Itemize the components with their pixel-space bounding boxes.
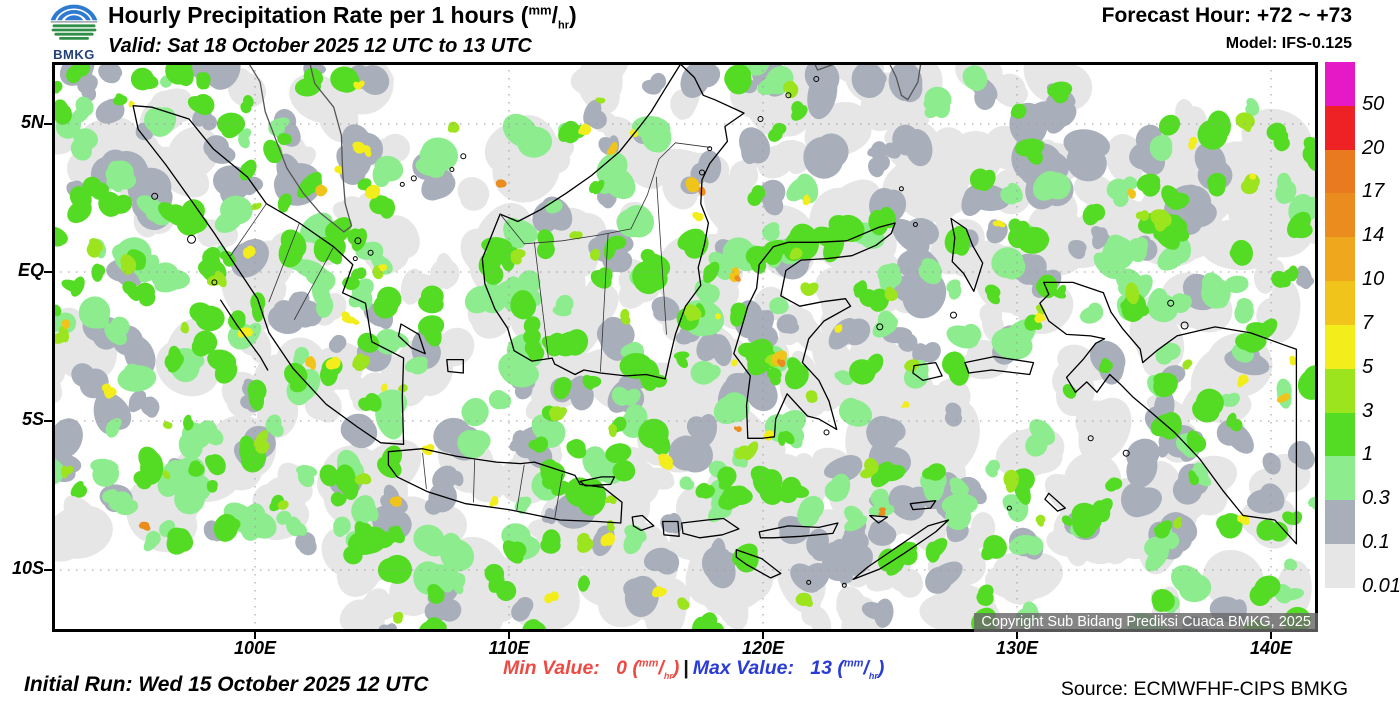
x-axis-tick xyxy=(254,632,256,639)
colorbar-label: 3 xyxy=(1362,399,1374,422)
y-axis-tick xyxy=(44,123,52,125)
colorbar-segment xyxy=(1325,500,1355,545)
minmax-values: Min Value: 0 (mm/hr) | Max Value: 13 (mm/h… xyxy=(503,657,884,681)
x-axis-tick xyxy=(762,632,764,639)
initial-run: Initial Run: Wed 15 October 2025 12 UTC xyxy=(24,673,429,696)
colorbar-label: 50 xyxy=(1362,92,1385,115)
colorbar-segment xyxy=(1325,412,1355,457)
y-axis-tick xyxy=(44,569,52,571)
colorbar-segment xyxy=(1325,544,1355,588)
bmkg-logo-label: BMKG xyxy=(53,47,95,62)
minmax-separator: | xyxy=(683,657,689,679)
y-axis-label: 5S xyxy=(21,409,44,429)
colorbar-label: 0.01 xyxy=(1362,574,1400,597)
x-axis-tick xyxy=(1016,632,1018,639)
model-name: Model: IFS-0.125 xyxy=(1225,35,1352,52)
colorbar-segment xyxy=(1325,193,1355,238)
colorbar-label: 0.3 xyxy=(1362,487,1390,510)
bmkg-logo-icon xyxy=(50,4,98,40)
x-axis-label: 120E xyxy=(741,638,785,658)
precipitation-map xyxy=(52,62,1318,632)
colorbar-label: 10 xyxy=(1362,268,1385,291)
x-axis-label: 110E xyxy=(488,638,530,658)
x-axis-label: 130E xyxy=(995,638,1039,658)
colorbar-segment xyxy=(1325,62,1355,106)
colorbar-label: 17 xyxy=(1362,180,1385,203)
page-title: Hourly Precipitation Rate per 1 hours (m… xyxy=(108,2,577,32)
x-axis-label: 100E xyxy=(233,638,277,658)
colorbar-label: 7 xyxy=(1362,311,1374,334)
colorbar-segment xyxy=(1325,368,1355,413)
colorbar-label: 14 xyxy=(1362,224,1385,247)
colorbar-label: 0.1 xyxy=(1362,531,1390,554)
colorbar-segment xyxy=(1325,237,1355,282)
colorbar-label: 5 xyxy=(1362,355,1374,378)
unit-sub: hr xyxy=(557,19,569,32)
valid-datetime: Valid: Sat 18 October 2025 12 UTC to 13 … xyxy=(108,34,532,57)
x-axis-tick xyxy=(1270,632,1272,639)
y-axis-tick xyxy=(44,420,52,422)
precip-colorbar xyxy=(1325,62,1355,588)
y-axis-label: 5N xyxy=(20,112,44,132)
colorbar-label: 20 xyxy=(1362,136,1385,159)
x-axis-tick xyxy=(508,632,510,639)
bmkg-logo: BMKG xyxy=(42,1,106,62)
source-credit: Source: ECMWFHF-CIPS BMKG xyxy=(1060,678,1348,700)
x-axis-label: 140E xyxy=(1249,638,1293,658)
colorbar-segment xyxy=(1325,324,1355,369)
colorbar-label: 1 xyxy=(1362,443,1374,466)
y-axis-tick xyxy=(44,271,52,273)
map-area: Copyright Sub Bidang Prediksi Cuaca BMKG… xyxy=(52,62,1318,632)
forecast-hour: Forecast Hour: +72 ~ +73 xyxy=(1101,4,1352,27)
colorbar-segment xyxy=(1325,456,1355,501)
colorbar-segment xyxy=(1325,105,1355,150)
colorbar-segment xyxy=(1325,149,1355,194)
max-value: Max Value: 13 (mm/hr) xyxy=(692,657,885,681)
y-axis-label: EQ xyxy=(17,260,44,280)
title-block: Hourly Precipitation Rate per 1 hours (m… xyxy=(108,2,577,58)
copyright-overlay: Copyright Sub Bidang Prediksi Cuaca BMKG… xyxy=(974,613,1318,632)
min-value: Min Value: 0 (mm/hr) xyxy=(503,657,680,681)
y-axis-label: 10S xyxy=(11,558,44,578)
unit-sup: mm xyxy=(528,2,552,18)
colorbar-segment xyxy=(1325,281,1355,325)
